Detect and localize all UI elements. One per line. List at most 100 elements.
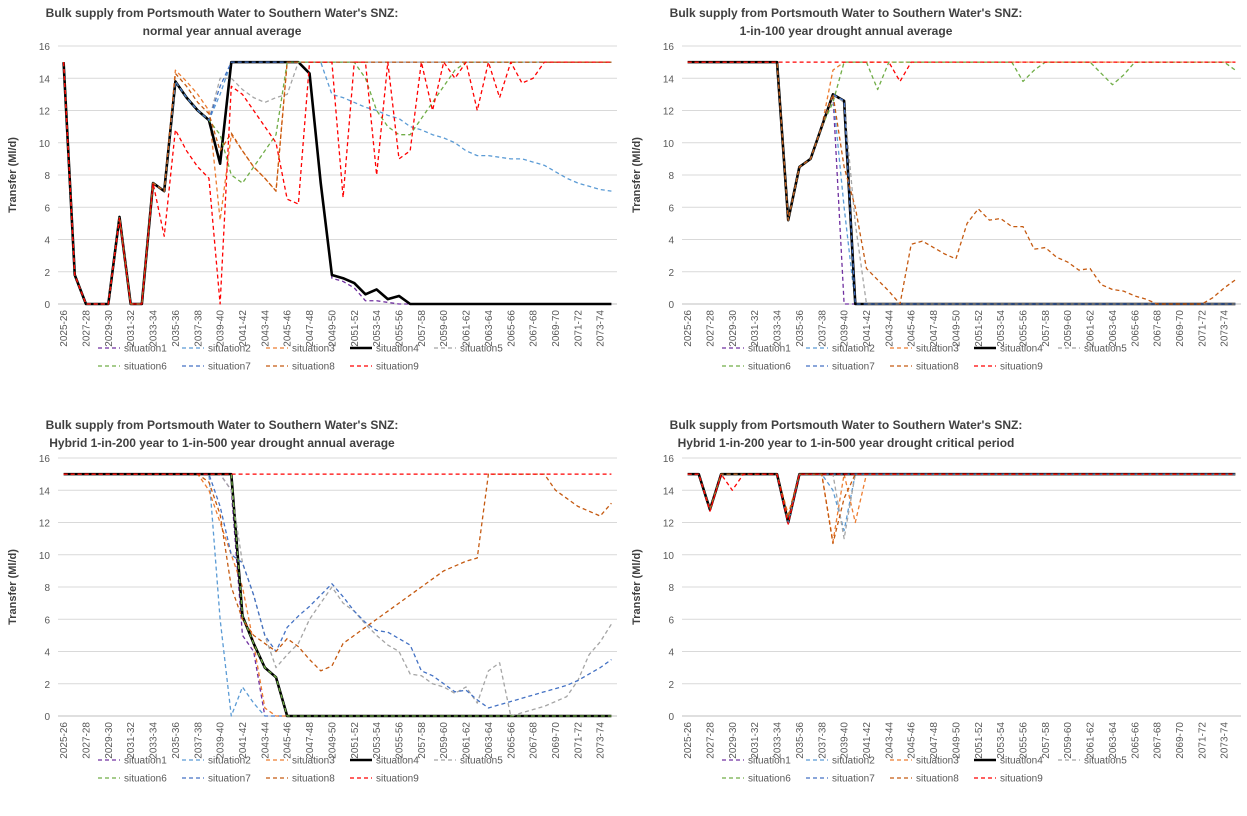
y-tick-label: 10: [39, 551, 51, 562]
legend-label: situation7: [832, 774, 875, 785]
legend-label: situation4: [376, 344, 419, 355]
x-tick-label: 2053-54: [996, 310, 1007, 347]
series-line: [687, 473, 1236, 543]
series-line: [687, 61, 1236, 305]
y-tick-label: 10: [663, 139, 675, 150]
y-tick-label: 14: [39, 486, 51, 497]
x-tick-label: 2049-50: [951, 310, 962, 347]
legend-label: situation8: [916, 774, 959, 785]
x-tick-label: 2039-40: [840, 722, 851, 759]
x-tick-label: 2053-54: [996, 722, 1007, 759]
chart-subtitle: 1-in-100 year drought annual average: [740, 24, 953, 38]
legend-label: situation4: [1000, 756, 1043, 767]
x-tick-label: 2033-34: [149, 722, 160, 759]
x-tick-label: 2025-26: [59, 722, 70, 759]
legend-label: situation1: [748, 756, 791, 767]
x-tick-label: 2043-44: [884, 722, 895, 759]
x-tick-label: 2055-56: [1018, 310, 1029, 347]
legend-label: situation5: [460, 756, 503, 767]
x-tick-label: 2073-74: [596, 310, 607, 347]
y-tick-label: 8: [668, 583, 674, 594]
y-tick-label: 16: [39, 42, 51, 53]
chart-subtitle: normal year annual average: [143, 24, 302, 38]
x-tick-label: 2033-34: [773, 722, 784, 759]
legend-label: situation4: [376, 756, 419, 767]
x-tick-label: 2049-50: [951, 722, 962, 759]
x-tick-label: 2035-36: [171, 310, 182, 347]
x-tick-label: 2031-32: [750, 310, 761, 347]
chart-title: Bulk supply from Portsmouth Water to Sou…: [670, 6, 1023, 20]
x-tick-label: 2061-62: [1086, 722, 1097, 759]
x-tick-label: 2039-40: [216, 310, 227, 347]
x-tick-label: 2055-56: [394, 722, 405, 759]
chart-title: Bulk supply from Portsmouth Water to Sou…: [46, 6, 399, 20]
x-tick-label: 2043-44: [260, 310, 271, 347]
y-tick-label: 2: [668, 268, 674, 279]
legend-label: situation3: [292, 344, 335, 355]
series-line: [63, 473, 612, 709]
x-tick-label: 2063-64: [1108, 722, 1119, 759]
x-tick-label: 2025-26: [683, 310, 694, 347]
x-tick-label: 2071-72: [573, 722, 584, 759]
x-tick-label: 2035-36: [795, 722, 806, 759]
x-tick-label: 2051-52: [350, 722, 361, 759]
x-tick-label: 2039-40: [840, 310, 851, 347]
y-tick-label: 6: [44, 203, 50, 214]
y-axis-label: Transfer (Ml/d): [7, 137, 19, 213]
y-tick-label: 16: [39, 454, 51, 465]
y-tick-label: 8: [668, 171, 674, 182]
x-tick-label: 2049-50: [327, 310, 338, 347]
x-tick-label: 2061-62: [462, 722, 473, 759]
x-tick-label: 2043-44: [884, 310, 895, 347]
x-tick-label: 2029-30: [104, 722, 115, 759]
legend-label: situation2: [208, 756, 251, 767]
series-line: [687, 61, 1236, 221]
series-line: [687, 60, 1236, 306]
x-tick-label: 2073-74: [1220, 310, 1231, 347]
y-tick-label: 8: [44, 171, 50, 182]
x-tick-label: 2047-48: [929, 310, 940, 347]
x-tick-label: 2041-42: [862, 722, 873, 759]
x-tick-label: 2051-52: [350, 310, 361, 347]
x-tick-label: 2047-48: [929, 722, 940, 759]
x-tick-label: 2037-38: [817, 310, 828, 347]
x-tick-label: 2067-68: [1153, 722, 1164, 759]
x-tick-label: 2049-50: [327, 722, 338, 759]
x-tick-label: 2041-42: [238, 310, 249, 347]
x-tick-label: 2071-72: [1197, 310, 1208, 347]
legend-label: situation5: [1084, 344, 1127, 355]
legend-label: situation2: [832, 756, 875, 767]
y-tick-label: 16: [663, 454, 675, 465]
series-line: [63, 473, 612, 717]
y-tick-label: 2: [44, 680, 50, 691]
x-tick-label: 2059-60: [1063, 722, 1074, 759]
legend-label: situation8: [292, 774, 335, 785]
y-tick-label: 12: [663, 519, 675, 530]
legend-label: situation4: [1000, 344, 1043, 355]
x-tick-label: 2067-68: [1153, 310, 1164, 347]
x-tick-label: 2041-42: [238, 722, 249, 759]
legend-label: situation5: [1084, 756, 1127, 767]
legend-label: situation6: [748, 774, 791, 785]
x-tick-label: 2045-46: [907, 310, 918, 347]
chart-title: Bulk supply from Portsmouth Water to Sou…: [670, 418, 1023, 432]
x-tick-label: 2071-72: [1197, 722, 1208, 759]
series-line: [63, 472, 612, 718]
x-tick-label: 2067-68: [529, 310, 540, 347]
series-line: [63, 473, 612, 717]
legend-label: situation1: [748, 344, 791, 355]
series-line: [687, 61, 1236, 305]
x-tick-label: 2063-64: [1108, 310, 1119, 347]
legend-label: situation7: [208, 362, 251, 373]
y-tick-label: 10: [39, 139, 51, 150]
x-tick-label: 2057-58: [417, 310, 428, 347]
x-tick-label: 2057-58: [1041, 722, 1052, 759]
legend-label: situation3: [292, 756, 335, 767]
legend-label: situation9: [376, 774, 419, 785]
x-tick-label: 2051-52: [974, 310, 985, 347]
legend-label: situation8: [916, 362, 959, 373]
x-tick-label: 2029-30: [728, 310, 739, 347]
x-tick-label: 2037-38: [817, 722, 828, 759]
legend-label: situation6: [124, 362, 167, 373]
